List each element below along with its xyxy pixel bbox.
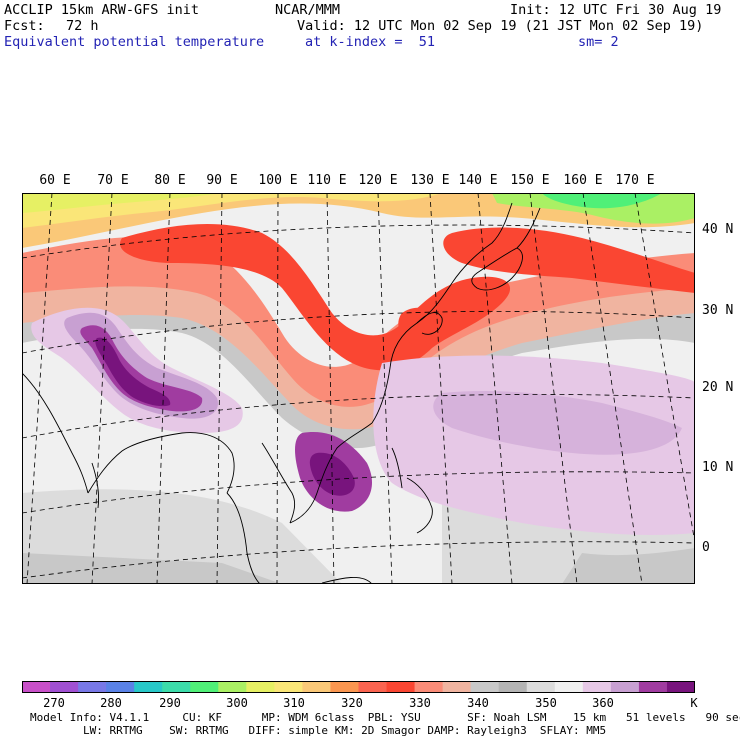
field-fill-305 xyxy=(542,193,662,209)
colorbar-frame xyxy=(22,681,695,693)
colorbar-swatch xyxy=(274,681,303,693)
lon-label: 90 E xyxy=(206,173,238,188)
colorbar-swatch xyxy=(50,681,79,693)
lon-label: 80 E xyxy=(154,173,186,188)
init-time: Init: 12 UTC Fri 30 Aug 19 xyxy=(510,2,722,18)
colorbar-swatch xyxy=(666,681,695,693)
lon-label: 150 E xyxy=(510,173,550,188)
forecast-hour: 72 h xyxy=(66,18,99,34)
colorbar-label: 280 xyxy=(100,696,122,710)
colorbar-unit: K xyxy=(690,696,698,710)
colorbar-swatch xyxy=(470,681,500,693)
forecast-label: Fcst: xyxy=(4,18,45,34)
colorbar-label: 270 xyxy=(43,696,65,710)
coastlines xyxy=(22,202,541,584)
field-fill-370 xyxy=(433,391,682,455)
colorbar-swatch xyxy=(78,681,107,693)
colorbar-label: 310 xyxy=(283,696,305,710)
lon-label: 170 E xyxy=(615,173,655,188)
field-fill-350 xyxy=(562,548,695,584)
lat-label: 0 xyxy=(702,540,710,555)
organization: NCAR/MMM xyxy=(275,2,341,18)
field-fill-380 xyxy=(95,337,171,407)
colorbar-label: 290 xyxy=(159,696,181,710)
colorbar-swatch xyxy=(218,681,247,693)
colorbar-swatch xyxy=(442,681,472,693)
colorbar-label: 350 xyxy=(535,696,557,710)
model-title: ACCLIP 15km ARW-GFS init xyxy=(4,2,200,18)
colorbar-swatch xyxy=(358,681,388,693)
colorbar-swatch xyxy=(330,681,359,693)
lon-label: 70 E xyxy=(97,173,129,188)
colorbar-label: 300 xyxy=(226,696,248,710)
smoothing-info: sm= 2 xyxy=(578,34,619,50)
colorbar xyxy=(22,681,695,693)
map-frame xyxy=(22,193,695,584)
colorbar-swatch xyxy=(498,681,528,693)
colorbar-swatch xyxy=(638,681,668,693)
colorbar-swatch xyxy=(22,681,51,693)
colorbar-label: 330 xyxy=(409,696,431,710)
valid-time: Valid: 12 UTC Mon 02 Sep 19 (21 JST Mon … xyxy=(297,18,704,34)
colorbar-swatch xyxy=(106,681,135,693)
colorbar-label: 320 xyxy=(341,696,363,710)
lon-label: 130 E xyxy=(410,173,450,188)
colorbar-swatch xyxy=(554,681,584,693)
model-info-line2: LW: RRTMG SW: RRTMG DIFF: simple KM: 2D … xyxy=(30,724,607,737)
lat-label: 10 N xyxy=(702,460,734,475)
colorbar-swatch xyxy=(610,681,640,693)
lat-label: 20 N xyxy=(702,380,734,395)
colorbar-swatch xyxy=(162,681,191,693)
lon-label: 120 E xyxy=(358,173,398,188)
colorbar-swatch xyxy=(386,681,416,693)
model-info-line1: Model Info: V4.1.1 CU: KF MP: WDM 6class… xyxy=(30,711,740,724)
lon-label: 160 E xyxy=(563,173,603,188)
field-fill-350 xyxy=(22,553,282,584)
field-name: Equivalent potential temperature xyxy=(4,34,265,50)
colorbar-label: 360 xyxy=(592,696,614,710)
colorbar-label: 340 xyxy=(467,696,489,710)
lon-label: 110 E xyxy=(307,173,347,188)
field-fill-335 xyxy=(22,236,695,407)
colorbar-swatch xyxy=(582,681,612,693)
level-info: at k-index = 51 xyxy=(305,34,436,50)
colorbar-swatch xyxy=(246,681,275,693)
graticule xyxy=(22,193,695,584)
theta-e-map xyxy=(22,193,695,584)
colorbar-swatch xyxy=(134,681,163,693)
field-fill-315 xyxy=(22,193,222,213)
lon-label: 100 E xyxy=(258,173,298,188)
colorbar-swatch xyxy=(190,681,219,693)
lon-label: 140 E xyxy=(458,173,498,188)
lon-label: 60 E xyxy=(39,173,71,188)
colorbar-swatch xyxy=(302,681,331,693)
lat-label: 30 N xyxy=(702,303,734,318)
colorbar-swatch xyxy=(414,681,444,693)
lat-label: 40 N xyxy=(702,222,734,237)
colorbar-swatch xyxy=(526,681,556,693)
field-fill-340 xyxy=(22,258,695,430)
field-fill-330 xyxy=(443,227,695,293)
